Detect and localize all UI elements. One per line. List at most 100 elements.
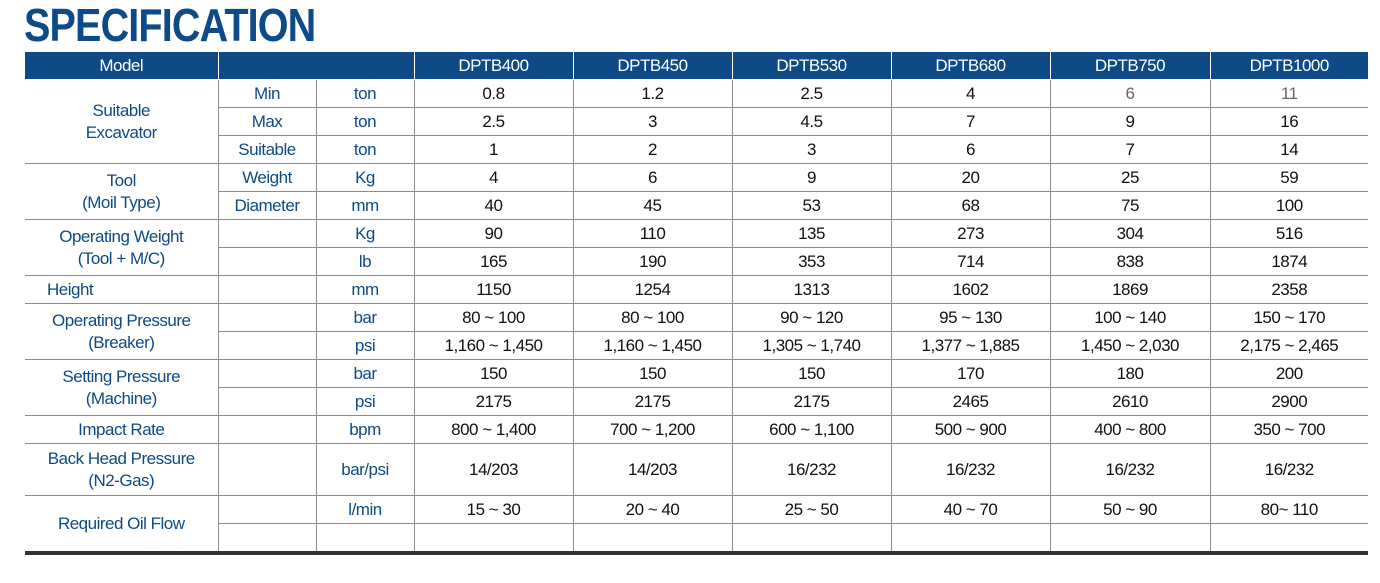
value-cell: 25 ~ 50: [731, 495, 892, 524]
value-cell: 2.5: [413, 107, 574, 136]
value-cell: 16/232: [890, 443, 1051, 496]
value-cell: [890, 523, 1051, 554]
value-cell: 838: [1049, 247, 1211, 276]
value-cell: 1,160 ~ 1,450: [572, 331, 733, 360]
value-cell: 165: [413, 247, 574, 276]
row-unit: ton: [315, 135, 415, 164]
value-cell: 68: [890, 191, 1051, 220]
table-row: Max ton 2.5 3 4.5 7 9 16: [25, 107, 1368, 136]
table-row: psi 2175 2175 2175 2465 2610 2900: [25, 387, 1368, 416]
value-cell: 90: [413, 219, 574, 248]
spec-table: Model DPTB400 DPTB450 DPTB530 DPTB680 DP…: [25, 52, 1368, 555]
value-cell: 25: [1049, 163, 1211, 192]
model-column-header: DPTB450: [572, 52, 733, 80]
model-column-header: DPTB680: [890, 52, 1051, 80]
row-group-label: Setting Pressure (Machine): [25, 359, 219, 416]
value-cell: 2175: [731, 387, 892, 416]
value-cell: 1602: [890, 275, 1051, 304]
row-unit: lb: [315, 247, 415, 276]
value-cell: 1254: [572, 275, 733, 304]
row-unit: ton: [315, 79, 415, 108]
table-row: [25, 523, 1368, 554]
value-cell: 714: [890, 247, 1051, 276]
value-cell: 110: [572, 219, 733, 248]
value-cell: [1209, 523, 1368, 554]
row-sub-label: Diameter: [218, 191, 317, 220]
value-cell: 2465: [890, 387, 1051, 416]
row-unit: [315, 523, 415, 554]
row-unit: l/min: [315, 495, 415, 524]
row-group-label: Operating Weight (Tool + M/C): [25, 219, 219, 276]
value-cell: 800 ~ 1,400: [413, 415, 574, 444]
row-sub-label: [217, 359, 317, 388]
value-cell: 200: [1209, 359, 1368, 388]
value-cell: 80~ 110: [1209, 495, 1368, 524]
value-cell: 16/232: [1209, 443, 1368, 496]
row-sub-label: [217, 415, 317, 444]
value-cell: 2,175 ~ 2,465: [1209, 331, 1368, 360]
value-cell: 95 ~ 130: [890, 303, 1051, 332]
row-unit: mm: [315, 275, 415, 304]
table-row: Suitable Excavator Min ton 0.8 1.2 2.5 4 6 11: [25, 79, 1368, 164]
value-cell: 700 ~ 1,200: [572, 415, 733, 444]
value-cell: 14/203: [413, 443, 574, 496]
row-unit: bar: [315, 303, 415, 332]
row-sub-label: [217, 443, 317, 496]
row-sub-label: [218, 247, 317, 276]
value-cell: 16/232: [1049, 443, 1211, 496]
value-cell: 1,160 ~ 1,450: [413, 331, 574, 360]
row-sub-label: [217, 275, 317, 304]
row-sub-label: [218, 387, 317, 416]
value-cell: 53: [731, 191, 892, 220]
table-row: Operating Pressure (Breaker) bar 80 ~ 100 8…: [25, 303, 1368, 360]
row-sub-label: Weight: [217, 163, 317, 192]
value-cell: 2900: [1209, 387, 1368, 416]
row-group-label: Operating Pressure (Breaker): [25, 303, 219, 360]
table-row: Back Head Pressure (N2-Gas) bar/psi 14/203…: [25, 443, 1368, 496]
row-sub-label: [218, 331, 317, 360]
table-row: Operating Weight (Tool + M/C) Kg 90 110 135 2…: [25, 219, 1368, 276]
row-unit: Kg: [315, 163, 415, 192]
value-cell: 2175: [413, 387, 574, 416]
value-cell: 1,377 ~ 1,885: [890, 331, 1051, 360]
value-cell: 304: [1049, 219, 1211, 248]
row-group-label: Tool (Moil Type): [25, 163, 219, 220]
value-cell: 4.5: [731, 107, 892, 136]
row-sub-label: [217, 303, 317, 332]
value-cell: 9: [1049, 107, 1211, 136]
value-cell: 273: [890, 219, 1051, 248]
value-cell: 3: [731, 135, 892, 164]
value-cell: 0.8: [413, 79, 574, 108]
row-unit: mm: [315, 191, 415, 220]
value-cell: 1313: [731, 275, 892, 304]
value-cell: 4: [890, 79, 1051, 108]
value-cell: 59: [1209, 163, 1368, 192]
value-cell: 516: [1209, 219, 1368, 248]
row-sub-label: [218, 523, 317, 554]
value-cell: 20: [890, 163, 1051, 192]
row-unit: Kg: [315, 219, 415, 248]
row-group-label: Height: [25, 275, 219, 304]
value-cell: 16: [1209, 107, 1368, 136]
table-row: Setting Pressure (Machine) bar 150 150 150 17…: [25, 359, 1368, 416]
value-cell: 45: [572, 191, 733, 220]
row-group-label: Back Head Pressure (N2-Gas): [25, 443, 219, 496]
value-cell: 100 ~ 140: [1049, 303, 1211, 332]
value-cell: 3: [572, 107, 733, 136]
value-cell: 1,305 ~ 1,740: [731, 331, 892, 360]
table-row: Diameter mm 40 45 53 68 75 100: [25, 191, 1368, 220]
table-row: Suitable ton 1 2 3 6 7 14: [25, 135, 1368, 164]
value-cell: 190: [572, 247, 733, 276]
value-cell: 6: [890, 135, 1051, 164]
value-cell: 50 ~ 90: [1049, 495, 1211, 524]
page-title: SPECIFICATION: [24, 0, 316, 51]
value-cell: 80 ~ 100: [572, 303, 733, 332]
model-column-header: DPTB400: [413, 52, 574, 80]
value-cell: 2610: [1049, 387, 1211, 416]
value-cell: 14/203: [572, 443, 733, 496]
blank-header: [217, 52, 415, 80]
value-cell: 2: [572, 135, 733, 164]
value-cell: 7: [890, 107, 1051, 136]
value-cell: 80 ~ 100: [413, 303, 574, 332]
row-sub-label: [217, 219, 317, 248]
